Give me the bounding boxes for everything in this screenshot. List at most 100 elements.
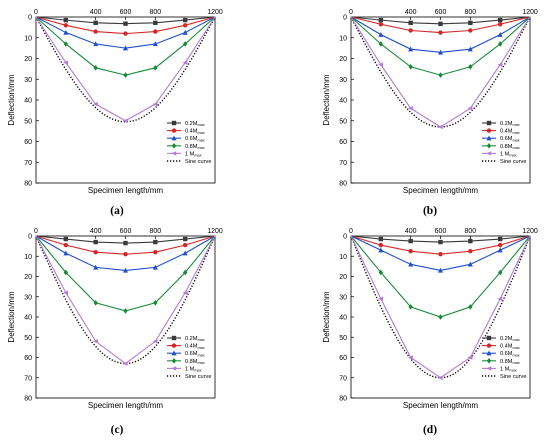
data-point — [63, 23, 69, 28]
data-point — [467, 46, 473, 52]
data-point — [152, 101, 158, 107]
y-tick-label: 80 — [339, 396, 347, 403]
data-point — [378, 242, 384, 248]
series-1 — [350, 235, 531, 245]
y-tick-label: 80 — [24, 396, 32, 403]
panel-caption: (b) — [423, 205, 437, 217]
legend-entry: 0.6Mmax — [500, 136, 520, 142]
legend-entry: 0.2Mmax — [185, 121, 205, 127]
y-tick-label: 10 — [24, 35, 32, 42]
sine-curve-line — [35, 16, 216, 123]
y-tick-label: 40 — [339, 315, 347, 322]
legend-marker — [171, 128, 177, 133]
x-tick-label: 1200 — [207, 228, 223, 235]
legend-entry: 1 Mmax — [185, 366, 202, 372]
x-tick-label: 600 — [435, 228, 447, 235]
legend-entry: 0.4Mmax — [500, 344, 520, 350]
data-point — [378, 296, 384, 301]
data-point — [93, 300, 98, 306]
data-point — [153, 300, 158, 306]
data-point — [408, 238, 413, 244]
data-point — [378, 269, 384, 276]
data-point — [123, 31, 128, 36]
data-point — [123, 21, 128, 26]
x-tick-label: 800 — [464, 228, 476, 235]
data-point — [468, 304, 473, 310]
y-axis-title: Deflection/mm — [322, 74, 331, 125]
data-point — [497, 269, 503, 276]
data-point — [408, 248, 413, 254]
legend-entry: 0.4Mmax — [185, 129, 205, 135]
y-tick-label: 80 — [339, 181, 347, 188]
series-1 — [35, 16, 216, 26]
data-point — [63, 17, 69, 23]
legend-entry: 0.4Mmax — [500, 129, 520, 135]
series-4 — [350, 16, 531, 78]
x-axis-title: Specimen length/mm — [403, 186, 478, 195]
series-1 — [35, 235, 216, 246]
legend-entry: 0.2Mmax — [185, 336, 205, 342]
data-point — [467, 261, 473, 267]
data-point — [438, 267, 443, 273]
legend-marker — [171, 143, 177, 149]
x-tick-label: 0 — [349, 228, 353, 235]
data-point — [182, 60, 188, 65]
series-4 — [350, 235, 531, 320]
data-point — [468, 64, 473, 70]
x-tick-label: 400 — [90, 9, 102, 16]
data-point — [378, 247, 384, 253]
y-tick-label: 40 — [24, 315, 32, 322]
data-point — [497, 22, 503, 27]
panel-caption: (c) — [111, 424, 124, 436]
data-point — [497, 31, 503, 37]
data-point — [467, 355, 473, 360]
legend-marker — [171, 335, 177, 341]
data-point — [93, 264, 99, 270]
data-point — [438, 49, 443, 55]
data-point — [378, 31, 384, 37]
y-axis-title: Deflection/mm — [7, 291, 16, 342]
legend-entry: 0.2Mmax — [500, 121, 520, 127]
data-point — [123, 252, 128, 257]
legend-entry: 0.4Mmax — [185, 344, 205, 350]
data-point — [123, 308, 128, 314]
legend-entry: Sine curve — [500, 159, 526, 165]
x-tick-label: 400 — [405, 228, 417, 235]
series-3 — [35, 16, 216, 51]
x-tick-label: 400 — [90, 228, 102, 235]
data-point — [378, 17, 384, 23]
series-2 — [35, 235, 216, 257]
legend-entry: 0.8Mmax — [500, 144, 520, 150]
data-point — [497, 242, 503, 248]
legend-marker — [486, 143, 492, 149]
data-point — [63, 269, 69, 276]
data-point — [153, 65, 158, 71]
data-point — [378, 41, 384, 47]
data-point — [408, 46, 414, 52]
data-point — [152, 41, 158, 47]
data-point — [93, 239, 98, 245]
y-tick-label: 0 — [343, 234, 347, 241]
legend-entry: 0.8Mmax — [500, 359, 520, 365]
y-tick-label: 30 — [24, 77, 32, 84]
series-1 — [350, 16, 531, 27]
data-point — [497, 62, 503, 67]
series-5 — [35, 235, 216, 366]
data-point — [63, 290, 69, 295]
x-tick-label: 600 — [120, 228, 132, 235]
data-point — [153, 239, 158, 245]
data-point — [468, 20, 473, 26]
data-point — [182, 242, 188, 248]
sine-curve-line — [350, 16, 531, 128]
y-tick-label: 30 — [339, 77, 347, 84]
data-point — [182, 290, 188, 295]
y-axis-title: Deflection/mm — [7, 74, 16, 125]
y-tick-label: 70 — [24, 160, 32, 167]
y-tick-label: 40 — [24, 98, 32, 105]
data-point — [468, 28, 473, 33]
legend-entry: Sine curve — [500, 374, 526, 380]
